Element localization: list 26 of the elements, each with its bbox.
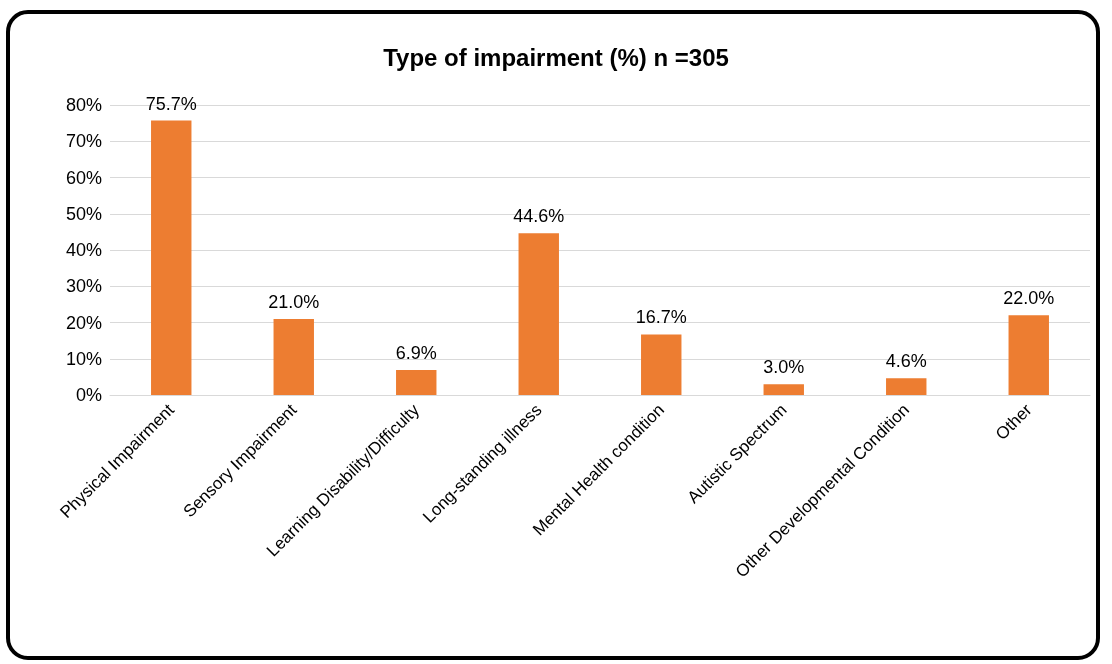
y-tick-label: 50%	[65, 203, 102, 224]
chart-title: Type of impairment (%) n =305	[383, 43, 729, 71]
y-tick-label: 40%	[65, 240, 102, 260]
bar	[273, 318, 314, 395]
bar	[1008, 315, 1049, 395]
data-label: 21.0%	[268, 291, 320, 312]
y-tick-label: 10%	[65, 348, 102, 369]
y-tick-label: 80%	[65, 95, 102, 115]
data-label: 75.7%	[145, 93, 197, 114]
y-tick-label: 60%	[65, 167, 102, 188]
bar	[763, 384, 804, 395]
y-tick-label: 30%	[65, 276, 102, 297]
bar	[151, 120, 192, 395]
bar	[518, 233, 559, 395]
bar	[641, 334, 682, 395]
data-label: 3.0%	[763, 357, 805, 378]
data-label: 22.0%	[1003, 288, 1055, 309]
bar	[396, 369, 437, 395]
bar	[886, 378, 927, 395]
data-label: 6.9%	[395, 342, 437, 363]
data-label: 4.6%	[885, 351, 927, 372]
y-tick-label: 20%	[65, 312, 102, 333]
data-label: 16.7%	[635, 307, 687, 328]
y-tick-label: 70%	[65, 131, 102, 152]
y-tick-label: 0%	[75, 385, 102, 405]
data-label: 44.6%	[513, 206, 565, 227]
